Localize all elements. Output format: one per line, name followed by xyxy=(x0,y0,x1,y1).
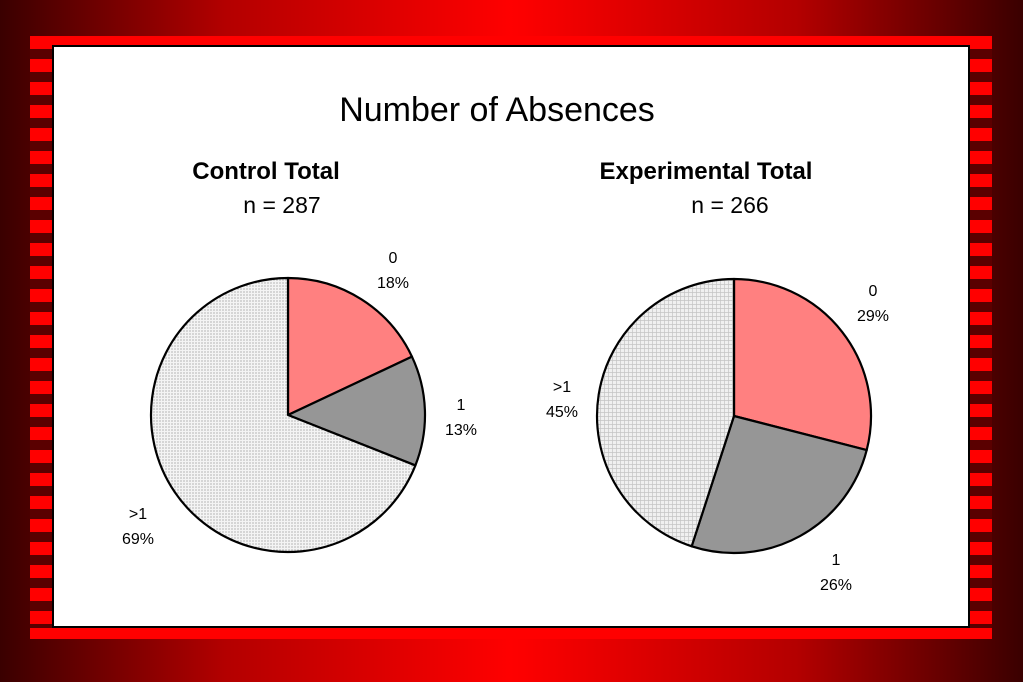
control-slice-1 xyxy=(286,355,427,467)
experimental-slice-1 xyxy=(690,414,868,555)
control-subtitle: Control Total xyxy=(192,158,340,185)
experimental-slice-2-category-label: >1 xyxy=(553,379,571,396)
control-slice-1-category-label: 1 xyxy=(457,397,466,414)
control-slice-0-category-label: 0 xyxy=(389,250,398,267)
experimental-slice-0-percent-label: 29% xyxy=(857,308,889,325)
film-strip-right xyxy=(970,36,992,639)
control-slice-2-percent-label: 69% xyxy=(122,531,154,548)
experimental-slice-0 xyxy=(732,277,873,452)
film-strip-left xyxy=(30,36,52,639)
control-pie-chart: Control Total n = 287 0 18% 1 13% >1 69% xyxy=(122,158,477,554)
control-slice-0-percent-label: 18% xyxy=(377,275,409,292)
experimental-slice-2-percent-label: 45% xyxy=(546,404,578,421)
experimental-subtitle: Experimental Total xyxy=(600,158,813,185)
frame-bottom-border xyxy=(30,628,992,639)
control-slice-2-category-label: >1 xyxy=(129,506,147,523)
chart-title: Number of Absences xyxy=(339,91,655,129)
experimental-n-label: n = 266 xyxy=(691,192,768,218)
experimental-pie-chart: Experimental Total n = 266 0 29% 1 26% >1 45% xyxy=(546,158,889,594)
experimental-slice-1-percent-label: 26% xyxy=(820,577,852,594)
experimental-slice-2 xyxy=(595,277,736,548)
frame-top-border xyxy=(30,36,992,45)
experimental-slice-0-category-label: 0 xyxy=(869,283,878,300)
control-slice-2 xyxy=(149,276,417,554)
control-slice-1-percent-label: 13% xyxy=(445,422,477,439)
control-slice-0 xyxy=(286,276,414,417)
experimental-slice-1-category-label: 1 xyxy=(832,552,841,569)
control-n-label: n = 287 xyxy=(243,192,320,218)
